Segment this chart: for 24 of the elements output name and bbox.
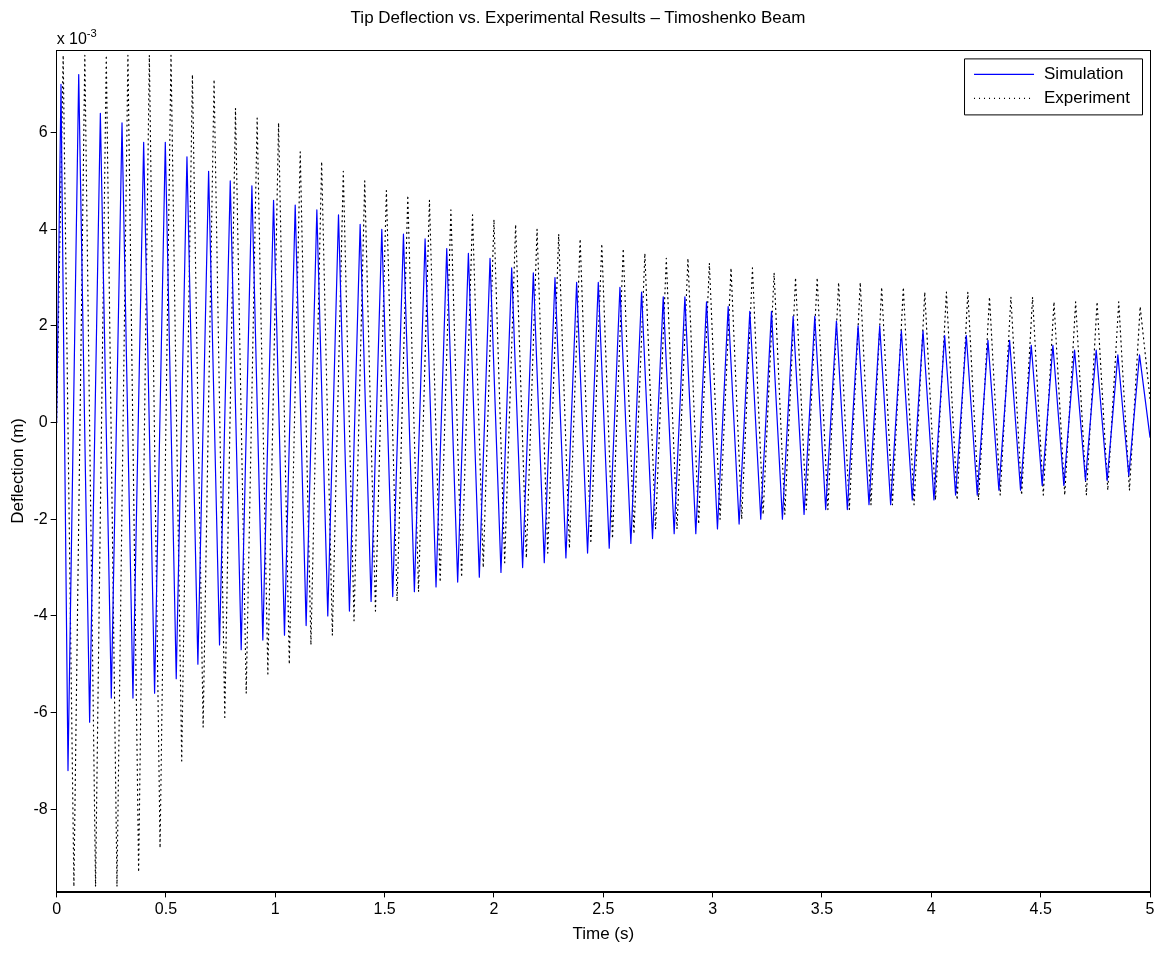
y-tick-label: 0 <box>38 412 48 430</box>
x-axis-title: Time (s) <box>572 924 635 944</box>
legend-label: Experiment <box>1044 88 1131 108</box>
y-tick-label: -4 <box>33 606 48 624</box>
y-axis-title: Deflection (m) <box>7 417 27 524</box>
x-tick-label: 2 <box>489 900 499 918</box>
y-tick-label: -8 <box>33 799 48 817</box>
x-tick-label: 4 <box>926 900 936 918</box>
x-tick-label: 1 <box>270 900 280 918</box>
x-tick-label: 3.5 <box>810 900 834 918</box>
x-tick-label: 0 <box>52 900 62 918</box>
y-tick-label: 4 <box>38 219 48 237</box>
x-tick-label: 3 <box>708 900 718 918</box>
x-tick-label: 4.5 <box>1029 900 1052 918</box>
x-tick-label: 5 <box>1145 900 1155 918</box>
chart-title: Tip Deflection vs. Experimental Results – Timoshenko Beam <box>350 7 806 27</box>
y-tick-label: 6 <box>38 122 48 140</box>
x-tick-label: 1.5 <box>373 900 396 918</box>
y-tick-label: -2 <box>33 509 48 527</box>
y-tick-label: 2 <box>38 316 48 334</box>
x-tick-label: 0.5 <box>154 900 178 918</box>
y-tick-label: -6 <box>33 702 48 720</box>
legend-label: Simulation <box>1044 64 1124 84</box>
x-tick-label: 2.5 <box>592 900 615 918</box>
